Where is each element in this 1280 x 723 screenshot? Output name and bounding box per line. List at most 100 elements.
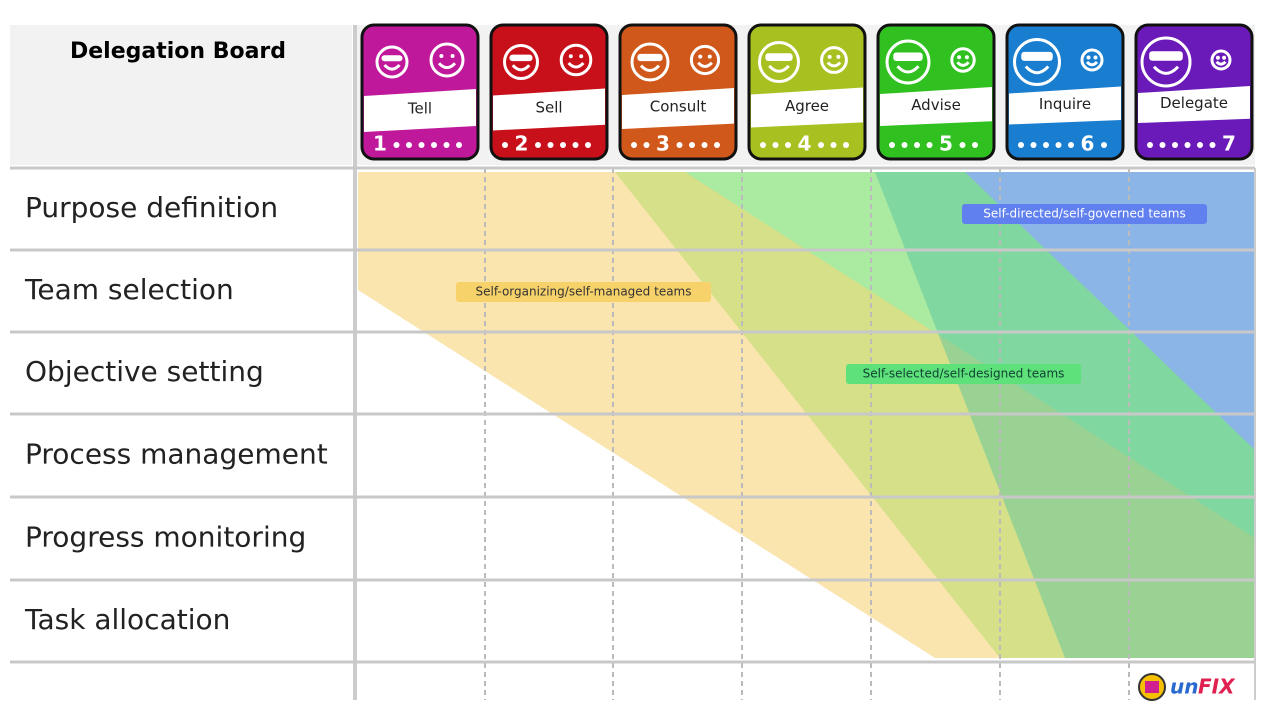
eye xyxy=(964,55,969,60)
band-label: Self-selected/self-designed teams xyxy=(863,367,1065,381)
dot xyxy=(889,142,895,148)
smiley xyxy=(503,44,539,80)
smile xyxy=(383,63,401,71)
dot xyxy=(959,142,966,148)
label-strip xyxy=(622,88,734,129)
dot xyxy=(1147,142,1153,148)
dot xyxy=(406,142,412,148)
dot xyxy=(535,142,541,148)
grid xyxy=(10,25,1256,700)
dot xyxy=(1055,142,1062,148)
smile xyxy=(511,64,531,72)
smiley xyxy=(1210,49,1232,71)
level-label: Advise xyxy=(911,96,961,114)
smiley xyxy=(1080,48,1104,72)
level-card: Sell 2 xyxy=(489,23,609,161)
smiley xyxy=(630,42,670,82)
dot xyxy=(914,142,920,148)
level-number: 3 xyxy=(656,132,670,156)
dot xyxy=(1018,142,1024,148)
label-strip xyxy=(880,87,992,126)
sunglasses xyxy=(637,53,663,62)
dot xyxy=(901,142,908,148)
title-cell xyxy=(10,25,352,165)
dot xyxy=(456,142,462,148)
smile xyxy=(567,61,585,69)
dot xyxy=(1030,142,1037,148)
level-number: 4 xyxy=(798,132,812,156)
dot xyxy=(701,142,708,148)
level-label: Inquire xyxy=(1039,95,1091,113)
eye xyxy=(707,54,712,59)
label-strip xyxy=(364,89,476,132)
smiley xyxy=(1140,36,1192,88)
logo-prefix: un xyxy=(1170,675,1198,699)
sunglasses xyxy=(381,55,403,62)
eye xyxy=(1093,55,1098,60)
eye xyxy=(568,54,573,59)
label-strip xyxy=(493,88,605,131)
level-label: Tell xyxy=(407,100,432,118)
level-label: Consult xyxy=(650,98,707,116)
dot xyxy=(393,142,400,148)
dot xyxy=(502,142,508,148)
dot xyxy=(1159,142,1166,148)
smile xyxy=(826,61,842,68)
row-label: Objective setting xyxy=(25,355,264,388)
dot xyxy=(1068,142,1074,148)
sunglasses xyxy=(509,54,533,62)
band-label: Self-organizing/self-managed teams xyxy=(475,285,691,299)
smile xyxy=(768,64,790,73)
logo-icon xyxy=(1145,681,1159,693)
level-card: Advise 5 xyxy=(876,23,996,161)
dot xyxy=(760,142,766,148)
band-tag xyxy=(456,282,711,302)
smile xyxy=(639,64,661,73)
eye xyxy=(579,54,584,59)
dot xyxy=(830,142,837,148)
sunglasses xyxy=(1021,51,1053,61)
row-label: Task allocation xyxy=(24,603,230,636)
eye xyxy=(698,54,703,59)
label-strip xyxy=(1138,86,1250,123)
dot xyxy=(1043,142,1049,148)
dot xyxy=(1209,142,1216,148)
dot xyxy=(972,142,978,148)
level-label: Delegate xyxy=(1160,94,1228,112)
row-label: Team selection xyxy=(24,273,234,306)
sunglasses xyxy=(893,52,923,61)
level-number: 5 xyxy=(939,132,953,156)
eye xyxy=(439,54,444,58)
dot xyxy=(443,142,450,148)
dot xyxy=(572,142,579,148)
band-label: Self-directed/self-governed teams xyxy=(983,207,1185,221)
band-tag xyxy=(962,204,1207,224)
logo-suffix: FIX xyxy=(1198,675,1236,699)
smile xyxy=(1085,60,1099,67)
smile xyxy=(437,62,457,70)
dot xyxy=(1184,142,1191,148)
smile xyxy=(1024,65,1050,75)
dot xyxy=(772,142,779,148)
row-label: Progress monitoring xyxy=(25,521,306,554)
band-tag xyxy=(846,364,1081,384)
smiley xyxy=(429,42,465,78)
label-strip xyxy=(1009,86,1121,125)
dot xyxy=(431,142,437,148)
dot xyxy=(843,142,849,148)
dot xyxy=(1172,142,1178,148)
eye xyxy=(836,54,841,59)
level-card: Agree 4 xyxy=(747,23,867,161)
logo: un FIX xyxy=(1138,673,1236,701)
band-area xyxy=(965,172,1255,450)
smiley xyxy=(820,46,848,74)
smiley xyxy=(758,41,800,83)
smiley xyxy=(1013,38,1061,86)
level-number: 2 xyxy=(515,132,529,156)
smiley xyxy=(375,45,409,79)
smile xyxy=(697,61,713,68)
eye xyxy=(957,55,962,60)
label-strip xyxy=(751,87,863,128)
